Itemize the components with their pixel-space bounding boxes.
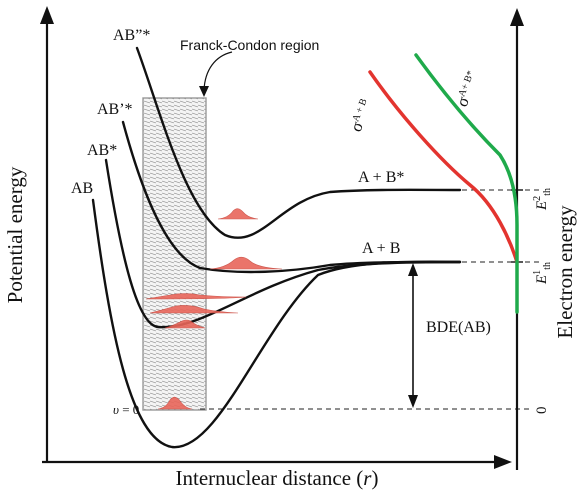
asymptote-label-upper: A + B* (358, 169, 404, 186)
x-axis-label-suffix: ) (371, 466, 378, 490)
franck-condon-pointer (203, 51, 233, 91)
cross-section-green-sup: A+ B* (456, 69, 476, 98)
wavepacket-ab-star-2 (149, 305, 239, 314)
curve-label-ab-prime-star: AB’* (97, 101, 133, 118)
wavepackets (145, 208, 283, 410)
wavepacket-ab-star-1 (145, 293, 247, 300)
cross-section-green-curve (414, 53, 519, 314)
cross-section-red-label: σA + B (346, 96, 376, 134)
franck-condon-pointer-head (199, 86, 209, 97)
cross-section-red-sup: A + B (350, 97, 369, 124)
franck-condon-label: Franck-Condon region (180, 37, 319, 53)
curve-label-ab-double-prime-star: AB”* (113, 27, 150, 44)
wavepacket-ground (157, 396, 193, 410)
zero-label: 0 (534, 407, 550, 415)
bde-label: BDE(AB) (426, 319, 491, 336)
cross-section-green-label: σA+ B* (452, 69, 483, 110)
right-axis-label: Electron energy (553, 205, 577, 339)
threshold-e2-label: E2th (532, 188, 553, 211)
threshold-e1-sub: th (542, 262, 553, 270)
curve-label-ab-star: AB* (87, 142, 117, 159)
threshold-e2-sup: 2 (532, 196, 543, 201)
x-axis-label-var: r (363, 466, 372, 490)
x-axis-label-prefix: Internuclear distance ( (176, 466, 364, 490)
curve-ab-prime-star (121, 120, 462, 274)
wavepacket-ab-double-prime-star (217, 208, 259, 220)
threshold-e2-symbol: E (534, 201, 550, 211)
bde-arrow-bottom (408, 395, 418, 408)
vib-level-equals: = 0 (119, 402, 139, 417)
vib-level-label: υ = 0 (113, 402, 139, 417)
threshold-e1-sup: 1 (532, 270, 543, 275)
cross-section-red-curve (368, 70, 519, 264)
right-y-axis-arrow (510, 8, 524, 26)
franck-condon-region (142, 97, 207, 411)
left-y-axis-arrow (40, 6, 54, 24)
vib-level-symbol: υ (113, 402, 119, 417)
x-axis-label: Internuclear distance (r) (176, 466, 379, 490)
asymptote-label-lower: A + B (362, 240, 400, 257)
wavepacket-ab-star-3 (164, 319, 206, 329)
bde-arrow-top (408, 263, 418, 276)
threshold-e2-sub: th (542, 188, 553, 196)
threshold-e1-label: E1th (532, 262, 553, 285)
left-axis-label: Potential energy (3, 166, 27, 303)
threshold-e1-symbol: E (534, 275, 550, 285)
curve-label-ab: AB (71, 180, 93, 197)
x-axis-arrow (494, 455, 512, 469)
curve-ab-double-prime-star (135, 46, 462, 239)
wavepacket-ab-prime-star (209, 256, 283, 270)
